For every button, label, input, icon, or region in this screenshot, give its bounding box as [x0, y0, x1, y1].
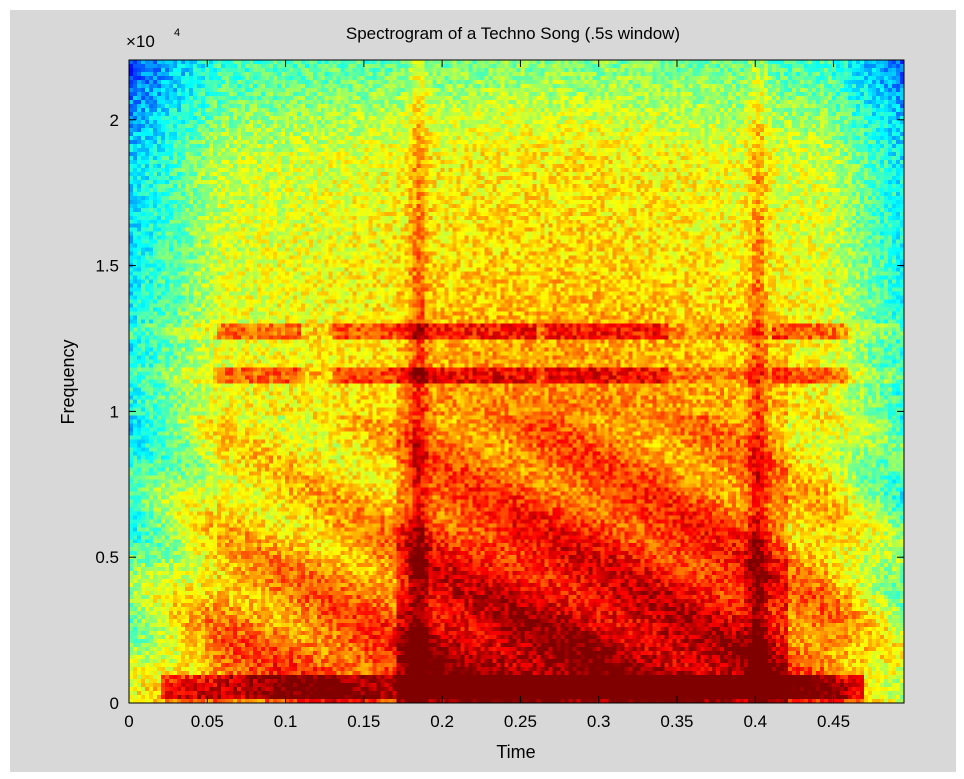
y-tick-label: 0 [110, 694, 119, 713]
y-multiplier-exponent: 4 [174, 27, 180, 39]
y-multiplier-base: ×10 [126, 32, 155, 51]
y-axis: 0 0.5 1 1.5 2 [95, 111, 904, 713]
x-tick-label: 0.4 [743, 712, 767, 731]
x-tick-label: 0.45 [817, 712, 850, 731]
x-axis-label: Time [496, 742, 535, 762]
y-tick-label: 1 [110, 402, 119, 421]
x-tick-label: 0.25 [504, 712, 537, 731]
y-tick-label: 0.5 [95, 548, 119, 567]
y-tick-label: 1.5 [95, 257, 119, 276]
y-axis-label: Frequency [58, 339, 78, 424]
x-tick-label: 0.35 [660, 712, 693, 731]
axes-frame [128, 59, 905, 704]
x-tick-label: 0.15 [347, 712, 380, 731]
x-tick-label: 0.1 [274, 712, 298, 731]
y-tick-label: 2 [110, 111, 119, 130]
figure-window: Spectrogram of a Techno Song (.5s window… [10, 10, 956, 772]
x-tick-label: 0.2 [430, 712, 454, 731]
x-tick-label: 0.3 [587, 712, 611, 731]
chart-title: Spectrogram of a Techno Song (.5s window… [346, 24, 680, 43]
y-multiplier: ×10 4 [126, 27, 180, 51]
x-tick-label: 0.05 [191, 712, 224, 731]
spectrogram-chart: Spectrogram of a Techno Song (.5s window… [58, 24, 905, 762]
x-tick-label: 0 [124, 712, 133, 731]
x-axis: 0 0.05 0.1 0.15 0.2 0.25 0.3 0.35 0.4 0.45 [124, 60, 850, 731]
plot-area [129, 60, 904, 703]
spectrogram-image [129, 60, 904, 703]
